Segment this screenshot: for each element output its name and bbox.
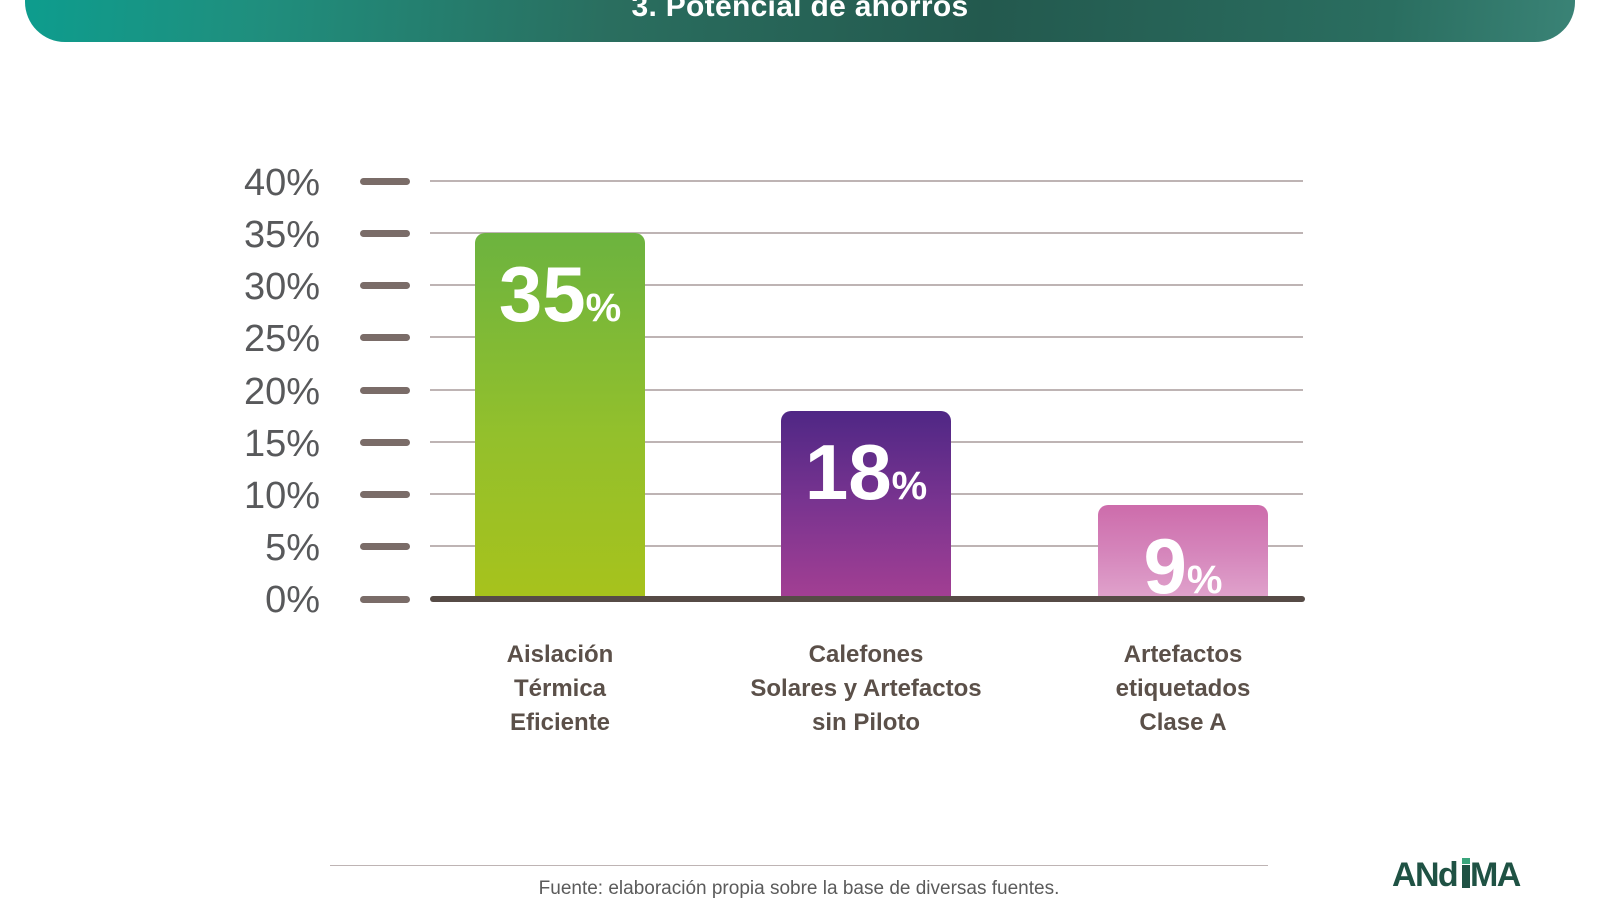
svg-text:ANd: ANd [1392, 856, 1457, 894]
svg-text:MA: MA [1470, 856, 1521, 894]
